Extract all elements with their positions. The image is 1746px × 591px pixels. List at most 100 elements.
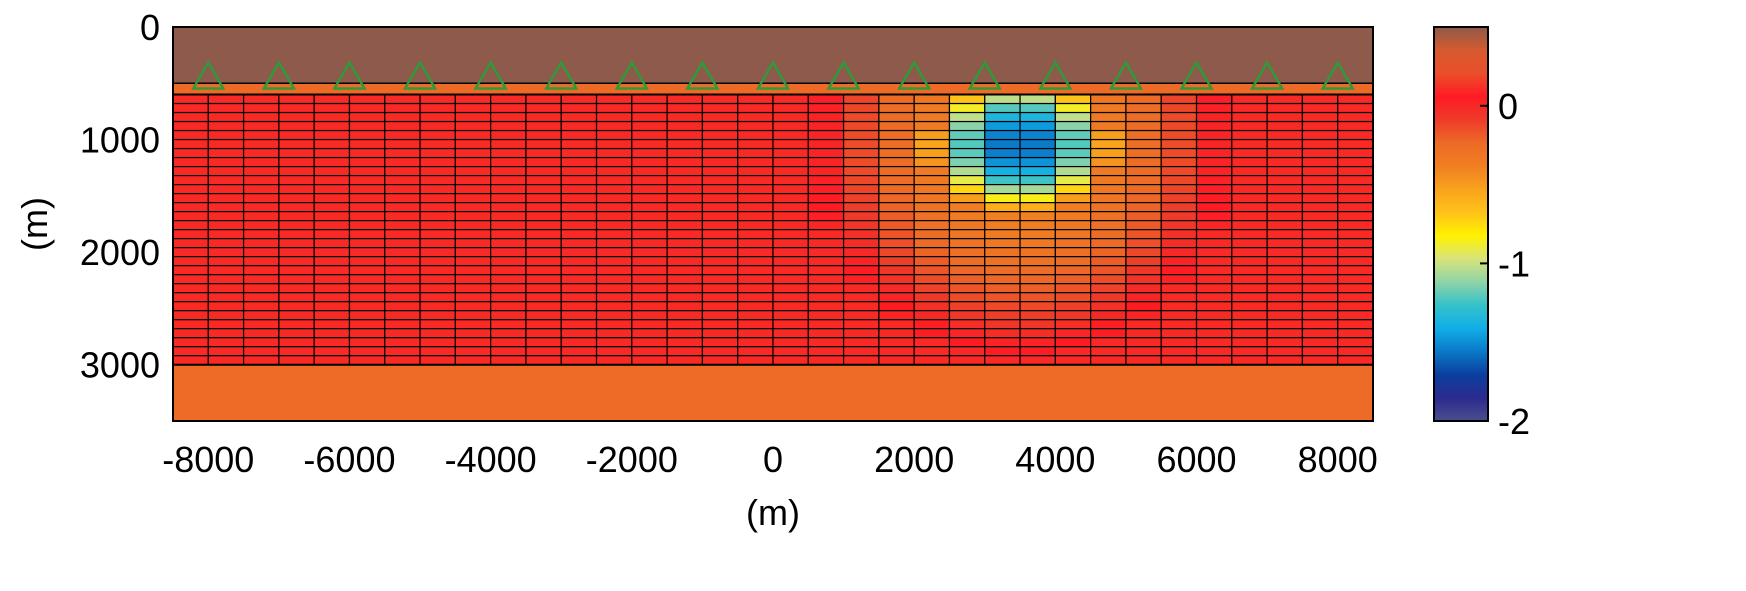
- model-cell: [666, 184, 704, 195]
- model-cell: [348, 111, 386, 123]
- model-cell: [560, 129, 598, 141]
- model-cell: [242, 129, 280, 141]
- model-cell: [278, 120, 315, 132]
- model-cell: [1160, 220, 1198, 231]
- model-cell: [1160, 292, 1198, 303]
- receiver-triangle: [1179, 60, 1214, 90]
- model-cell: [490, 319, 527, 330]
- model-cell: [701, 220, 739, 231]
- colorbar-tick-label: -1: [1498, 243, 1530, 284]
- model-cell: [701, 156, 739, 168]
- model-cell: [1090, 93, 1127, 105]
- model-cell: [1125, 265, 1162, 276]
- model-cell: [772, 328, 809, 339]
- model-cell: [631, 93, 668, 105]
- model-cell: [984, 220, 1021, 231]
- model-cell: [631, 247, 668, 258]
- model-cell: [772, 184, 809, 195]
- model-cell: [1125, 147, 1162, 159]
- model-cell: [1301, 211, 1339, 222]
- model-cell: [772, 120, 809, 132]
- model-cell: [1195, 220, 1233, 231]
- model-cell: [772, 247, 809, 258]
- model-cell: [1160, 319, 1198, 330]
- model-cell: [842, 184, 880, 195]
- model-cell: [666, 256, 704, 267]
- model-cell: [1125, 292, 1162, 303]
- model-cell: [1125, 328, 1162, 339]
- model-cell: [807, 111, 845, 123]
- model-cell: [313, 174, 351, 186]
- model-cell: [772, 292, 809, 303]
- model-cell: [172, 265, 209, 276]
- model-cell: [454, 220, 492, 231]
- model-cell: [278, 229, 315, 240]
- model-cell: [1231, 165, 1268, 177]
- model-cell: [242, 256, 280, 267]
- model-cell: [1160, 256, 1198, 267]
- model-cell: [560, 229, 598, 240]
- model-cell: [560, 301, 598, 312]
- model-cell: [1231, 292, 1268, 303]
- model-cell: [1337, 328, 1374, 339]
- model-cell: [1337, 310, 1374, 321]
- model-cell: [1231, 301, 1268, 312]
- model-cell: [172, 256, 209, 267]
- model-cell: [1195, 229, 1233, 240]
- model-cell: [842, 129, 880, 141]
- model-cell: [878, 211, 915, 222]
- model-cell: [348, 310, 386, 321]
- model-cell: [454, 202, 492, 213]
- model-cell: [560, 193, 598, 204]
- model-cell: [1160, 247, 1198, 258]
- model-cell: [1337, 138, 1374, 150]
- model-cell: [454, 138, 492, 150]
- model-cell: [278, 355, 315, 366]
- model-cell: [948, 220, 986, 231]
- model-cell: [454, 156, 492, 168]
- model-cell: [878, 265, 915, 276]
- model-cell: [1090, 274, 1127, 285]
- model-cell: [1301, 247, 1339, 258]
- model-cell: [984, 274, 1021, 285]
- model-cell: [454, 211, 492, 222]
- model-cell: [1090, 174, 1127, 186]
- model-cell: [1090, 102, 1127, 114]
- model-cell: [772, 337, 809, 348]
- model-cell: [772, 319, 809, 330]
- model-cell: [666, 211, 704, 222]
- model-cell: [525, 193, 562, 204]
- model-cell: [772, 274, 809, 285]
- model-cell: [913, 247, 951, 258]
- model-cell: [560, 346, 598, 357]
- model-cell: [1266, 184, 1304, 195]
- model-cell: [242, 328, 280, 339]
- model-cell: [913, 202, 951, 213]
- model-cell: [348, 102, 386, 114]
- model-cell: [737, 292, 774, 303]
- model-cell: [490, 220, 527, 231]
- model-cell: [525, 283, 562, 294]
- model-cell: [842, 211, 880, 222]
- model-cell: [348, 319, 386, 330]
- model-cell: [948, 138, 986, 150]
- plot-frame: [172, 26, 1374, 422]
- model-cell: [595, 129, 633, 141]
- model-cell: [737, 138, 774, 150]
- model-cell: [1195, 193, 1233, 204]
- model-cell: [278, 337, 315, 348]
- model-cell: [313, 111, 351, 123]
- model-cell: [384, 129, 421, 141]
- model-cell: [348, 129, 386, 141]
- model-cell: [631, 129, 668, 141]
- model-cell: [984, 247, 1021, 258]
- model-cell: [172, 337, 209, 348]
- model-cell: [419, 283, 456, 294]
- model-cell: [878, 147, 915, 159]
- model-cell: [384, 93, 421, 105]
- model-cell: [666, 355, 704, 366]
- model-cell: [1301, 229, 1339, 240]
- model-cell: [984, 292, 1021, 303]
- model-cell: [631, 193, 668, 204]
- model-cell: [172, 229, 209, 240]
